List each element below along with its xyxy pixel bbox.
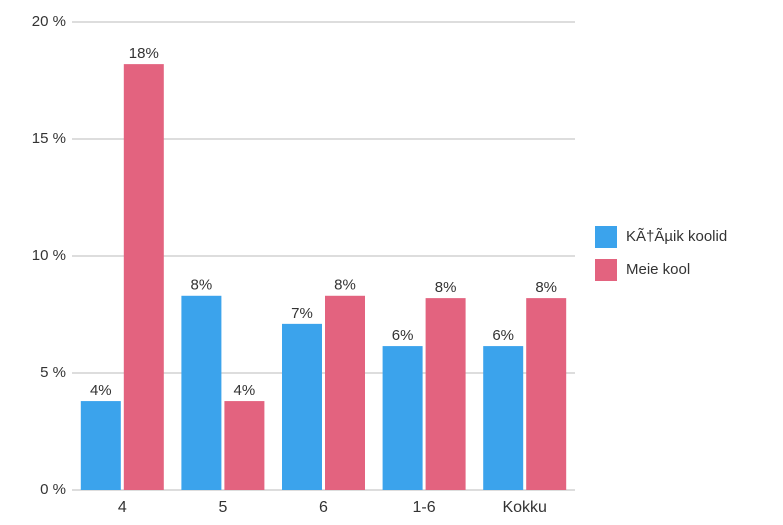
- y-tick-label: 0 %: [40, 481, 66, 498]
- bar: [483, 346, 524, 490]
- value-label: 6%: [492, 327, 514, 344]
- value-label: 18%: [129, 45, 159, 62]
- bar: [282, 323, 322, 490]
- x-tick-label: 1-6: [413, 499, 436, 516]
- x-tick-label: 6: [319, 499, 328, 516]
- bar: [181, 295, 222, 490]
- value-label: 4%: [90, 382, 112, 399]
- value-label: 8%: [334, 277, 356, 294]
- x-tick-label: 4: [118, 499, 127, 516]
- value-label: 6%: [392, 327, 414, 344]
- legend-swatch: [595, 259, 617, 281]
- y-tick-label: 10 %: [32, 247, 66, 264]
- bar: [123, 64, 164, 491]
- value-label: 8%: [435, 279, 457, 296]
- value-label: 7%: [291, 305, 313, 322]
- legend-label: KÃ†Ãµik koolid: [626, 228, 727, 245]
- value-label: 8%: [191, 277, 213, 294]
- y-tick-label: 5 %: [40, 364, 66, 381]
- y-tick-label: 20 %: [32, 13, 66, 30]
- x-tick-label: 5: [218, 499, 227, 516]
- bar: [382, 346, 423, 490]
- x-tick-label: Kokku: [502, 499, 546, 516]
- y-tick-label: 15 %: [32, 130, 66, 147]
- bar: [325, 295, 365, 490]
- value-label: 8%: [535, 279, 557, 296]
- bar: [224, 401, 265, 490]
- value-label: 4%: [234, 382, 256, 399]
- legend-swatch: [595, 226, 617, 248]
- bar: [80, 401, 121, 490]
- bar: [425, 298, 466, 490]
- legend-label: Meie kool: [626, 261, 690, 278]
- bar: [526, 298, 567, 490]
